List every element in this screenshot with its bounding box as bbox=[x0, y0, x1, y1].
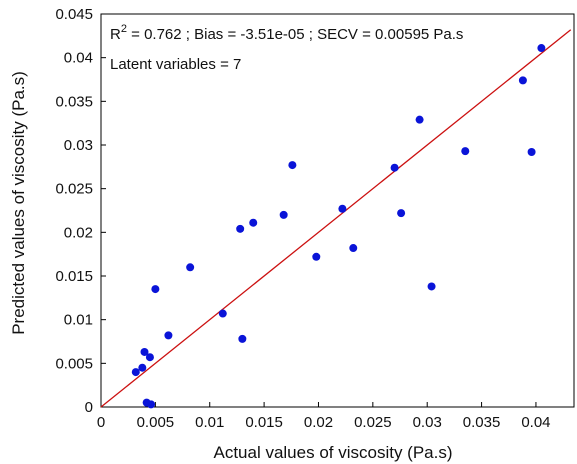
plot-frame bbox=[100, 13, 575, 408]
y-tick-label: 0.03 bbox=[64, 137, 93, 154]
data-point bbox=[338, 204, 347, 213]
data-point bbox=[140, 347, 149, 356]
data-point bbox=[390, 163, 399, 172]
data-point bbox=[218, 309, 227, 318]
x-tick-label: 0 bbox=[97, 414, 105, 431]
data-point bbox=[131, 368, 140, 377]
stats-annotation: R2 = 0.762 ; Bias = -3.51e-05 ; SECV = 0… bbox=[110, 23, 463, 43]
data-points bbox=[131, 44, 546, 409]
x-axis-ticks: 0 0.005 0.01 0.015 0.02 0.025 0.03 0.035 0.04 bbox=[97, 402, 551, 431]
data-point bbox=[147, 400, 156, 409]
y-tick-label: 0.02 bbox=[64, 224, 93, 241]
data-point bbox=[349, 244, 358, 253]
data-point bbox=[236, 224, 245, 233]
data-point bbox=[249, 218, 258, 227]
x-tick-label: 0.005 bbox=[137, 414, 175, 431]
r2-prefix: R bbox=[110, 26, 121, 43]
data-point bbox=[186, 263, 195, 272]
y-tick-label: 0.025 bbox=[55, 181, 93, 198]
y-tick-label: 0.015 bbox=[55, 268, 93, 285]
data-point bbox=[151, 285, 160, 294]
data-point bbox=[238, 334, 247, 343]
data-point bbox=[518, 76, 527, 85]
stats-text: = 0.762 ; Bias = -3.51e-05 ; SECV = 0.00… bbox=[127, 26, 463, 43]
x-tick-label: 0.02 bbox=[304, 414, 333, 431]
data-point bbox=[145, 353, 154, 362]
data-point bbox=[288, 161, 297, 170]
data-point bbox=[527, 147, 536, 156]
data-point bbox=[312, 252, 321, 261]
y-tick-label: 0.04 bbox=[64, 50, 93, 67]
x-tick-label: 0.04 bbox=[521, 414, 550, 431]
y-tick-label: 0.035 bbox=[55, 93, 93, 110]
y-tick-label: 0.005 bbox=[55, 355, 93, 372]
x-tick-label: 0.015 bbox=[245, 414, 283, 431]
data-point bbox=[138, 363, 147, 372]
latent-variables-annotation: Latent variables = 7 bbox=[110, 56, 241, 73]
x-tick-label: 0.03 bbox=[413, 414, 442, 431]
y-axis-ticks: 0 0.005 0.01 0.015 0.02 0.025 0.03 0.035 0.04 0.0… bbox=[55, 6, 106, 416]
y-tick-label: 0 bbox=[85, 399, 93, 416]
x-tick-label: 0.035 bbox=[463, 414, 501, 431]
regression-line bbox=[100, 29, 572, 408]
x-axis-label: Actual values of viscosity (Pa.s) bbox=[213, 443, 452, 462]
x-tick-label: 0.025 bbox=[354, 414, 392, 431]
x-tick-label: 0.01 bbox=[195, 414, 224, 431]
data-point bbox=[537, 44, 546, 53]
y-tick-label: 0.045 bbox=[55, 6, 93, 23]
y-tick-label: 0.01 bbox=[64, 312, 93, 329]
r2-superscript: 2 bbox=[121, 23, 127, 35]
data-point bbox=[279, 210, 288, 219]
data-point bbox=[415, 115, 424, 124]
data-point bbox=[461, 147, 470, 156]
y-axis-label: Predicted values of viscosity (Pa.s) bbox=[9, 71, 28, 335]
data-point bbox=[427, 282, 436, 291]
data-point bbox=[164, 331, 173, 340]
data-point bbox=[397, 209, 406, 218]
